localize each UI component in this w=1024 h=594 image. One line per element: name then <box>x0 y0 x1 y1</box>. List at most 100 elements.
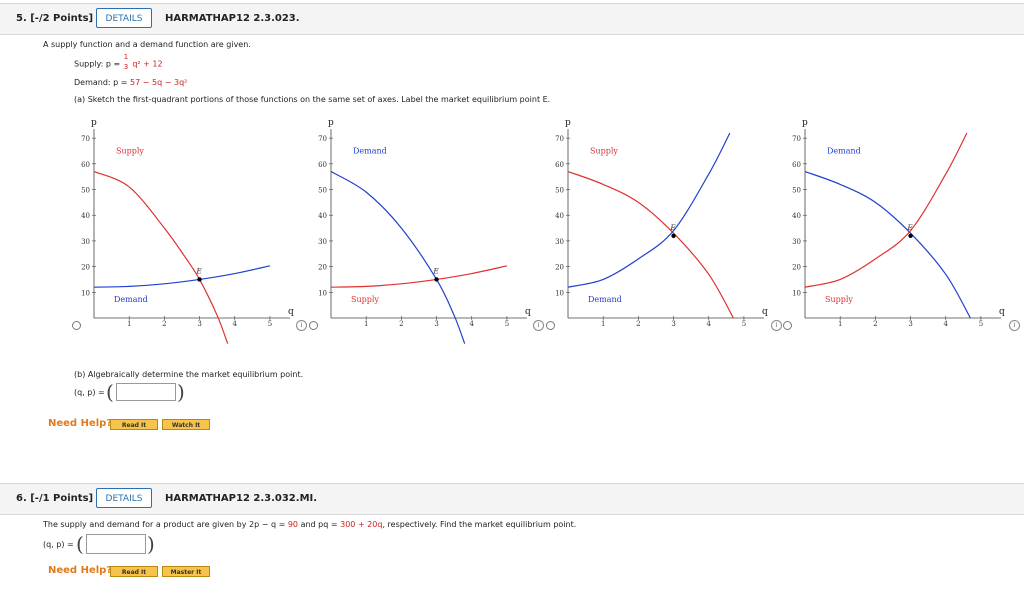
details-button[interactable]: DETAILS <box>96 488 152 508</box>
y-tick-label: 20 <box>318 264 327 272</box>
read-it-button[interactable]: Read It <box>110 566 158 577</box>
y-tick-label: 60 <box>81 161 90 169</box>
info-icon[interactable]: i <box>533 320 544 331</box>
series-line-demand <box>330 171 466 344</box>
y-axis-label: p <box>565 118 571 128</box>
y-tick-label: 50 <box>792 187 801 195</box>
info-icon[interactable]: i <box>1009 320 1020 331</box>
series-label-demand: Demand <box>588 295 622 304</box>
close-paren: ) <box>147 532 155 556</box>
y-tick-label: 40 <box>792 212 801 220</box>
question-code: HARMATHAP12 2.3.032.MI. <box>165 493 318 504</box>
graph-option-3: p q 10 20 30 40 50 60 70 1 2 3 4 5 E Supply Demand <box>555 118 768 328</box>
x-tick-label: 3 <box>197 320 201 328</box>
question-text-part: The supply and demand for a product are … <box>43 520 286 529</box>
equilibrium-answer-input[interactable] <box>86 534 146 554</box>
question-6-text: The supply and demand for a product are … <box>43 520 576 529</box>
x-axis-label: q <box>762 307 768 317</box>
supply-equation: Supply: p = 1 3 q² + 12 <box>74 53 163 71</box>
equilibrium-answer-input[interactable] <box>116 383 176 401</box>
equilibrium-point <box>434 277 439 282</box>
question-text-part: , respectively. Find the market equilibr… <box>382 520 577 529</box>
x-tick-label: 3 <box>434 320 438 328</box>
x-tick-label: 4 <box>944 320 949 328</box>
series-line-demand <box>93 265 271 288</box>
equilibrium-label: E <box>670 224 676 232</box>
close-paren: ) <box>177 380 185 404</box>
x-tick-label: 2 <box>399 320 403 328</box>
series-line-demand <box>804 170 971 319</box>
y-tick-label: 40 <box>318 212 327 220</box>
series-label-demand: Demand <box>827 147 861 156</box>
equilibrium-point <box>197 277 202 282</box>
series-line-supply <box>804 132 968 288</box>
series-line-demand <box>567 132 731 288</box>
y-tick-label: 30 <box>555 238 564 246</box>
watch-it-button[interactable]: Watch It <box>162 419 210 430</box>
x-tick-label: 4 <box>233 320 238 328</box>
x-tick-label: 3 <box>908 320 912 328</box>
x-tick-label: 5 <box>979 320 983 328</box>
y-tick-label: 30 <box>318 238 327 246</box>
demand-prefix: Demand: p = <box>74 78 128 87</box>
y-tick-label: 70 <box>318 135 327 143</box>
need-help-label: Need Help? <box>48 565 113 576</box>
x-axis-label: q <box>288 307 294 317</box>
y-tick-label: 50 <box>555 187 564 195</box>
supply-constant: 90 <box>287 520 299 529</box>
details-button[interactable]: DETAILS <box>96 8 152 28</box>
y-tick-label: 10 <box>318 289 327 297</box>
master-it-button[interactable]: Master It <box>162 566 210 577</box>
series-line-supply <box>567 170 734 319</box>
question-5-header: 5. [-/2 Points] DETAILS HARMATHAP12 2.3.… <box>0 3 1024 35</box>
question-5: 5. [-/2 Points] DETAILS HARMATHAP12 2.3.… <box>0 3 1024 430</box>
y-tick-label: 50 <box>318 187 327 195</box>
question-6-header: 6. [-/1 Points] DETAILS HARMATHAP12 2.3.… <box>0 483 1024 515</box>
y-tick-label: 40 <box>555 212 564 220</box>
part-a-text: (a) Sketch the first-quadrant portions o… <box>74 95 551 104</box>
y-tick-label: 20 <box>555 264 564 272</box>
x-tick-label: 2 <box>636 320 640 328</box>
info-icon[interactable]: i <box>296 320 307 331</box>
x-tick-label: 1 <box>364 320 368 328</box>
y-tick-label: 30 <box>792 238 801 246</box>
question-code: HARMATHAP12 2.3.023. <box>165 13 300 24</box>
y-tick-label: 20 <box>792 264 801 272</box>
equilibrium-point <box>908 233 913 238</box>
open-paren: ( <box>106 380 114 404</box>
y-tick-label: 20 <box>81 264 90 272</box>
x-axis-label: q <box>999 307 1005 317</box>
equilibrium-point <box>671 233 676 238</box>
demand-expression: 57 − 5q − 3q² <box>130 78 188 87</box>
y-tick-label: 30 <box>81 238 90 246</box>
series-label-supply: Supply <box>116 147 144 156</box>
y-tick-label: 10 <box>555 289 564 297</box>
graph-option-4: p q 10 20 30 40 50 60 70 1 2 3 4 5 E Demand Supply <box>792 118 1005 328</box>
y-tick-label: 40 <box>81 212 90 220</box>
supply-fraction-denominator: 3 <box>123 63 129 71</box>
x-tick-label: 2 <box>162 320 166 328</box>
info-icon[interactable]: i <box>771 320 782 331</box>
graph-option-4-radio[interactable] <box>783 321 792 330</box>
y-axis-label: p <box>328 118 334 128</box>
x-tick-label: 5 <box>505 320 509 328</box>
graph-option-2-radio[interactable] <box>309 321 318 330</box>
need-help-label: Need Help? <box>48 418 113 429</box>
y-tick-label: 60 <box>555 161 564 169</box>
equilibrium-label: E <box>907 224 913 232</box>
series-label-supply: Supply <box>590 147 618 156</box>
answer-label: (q, p) = <box>74 388 105 397</box>
y-axis-label: p <box>802 118 808 128</box>
supply-rest: q² + 12 <box>132 59 163 69</box>
y-tick-label: 70 <box>792 135 801 143</box>
series-label-supply: Supply <box>825 295 853 304</box>
graph-option-1-radio[interactable] <box>72 321 81 330</box>
graph-option-3-radio[interactable] <box>546 321 555 330</box>
question-number: 5. [-/2 Points] <box>16 13 94 24</box>
y-tick-label: 70 <box>81 135 90 143</box>
y-tick-label: 10 <box>792 289 801 297</box>
demand-equation: Demand: p = 57 − 5q − 3q² <box>74 78 187 87</box>
read-it-button[interactable]: Read It <box>110 419 158 430</box>
x-tick-label: 1 <box>127 320 131 328</box>
graph-option-2: p q 10 20 30 40 50 60 70 1 2 3 4 5 E Demand Supply <box>318 118 531 344</box>
